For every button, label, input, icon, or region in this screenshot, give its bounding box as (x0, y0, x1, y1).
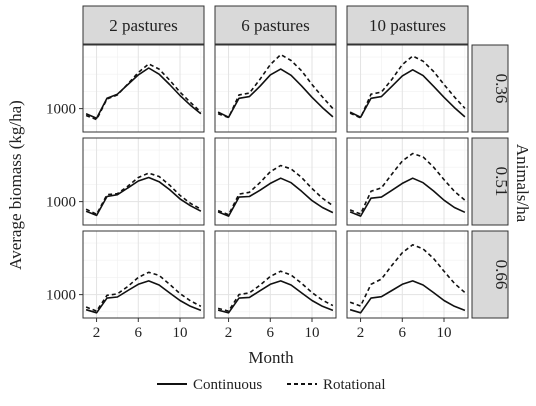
panel-6-pastures-0-51 (214, 137, 337, 226)
column-strip-10-pastures (346, 5, 469, 45)
column-strip-6-pastures (214, 5, 337, 45)
panel-10-pastures-0-36 (346, 44, 469, 133)
series-line-rotational (349, 152, 466, 215)
panel-background (83, 45, 204, 132)
panel-background (347, 231, 468, 318)
panel-6-pastures-0-66 (214, 230, 337, 319)
series-line-rotational (217, 164, 334, 216)
series-line-rotational (85, 63, 202, 121)
series-line-continuous (217, 177, 334, 217)
panels-layer (82, 44, 469, 319)
panel-border (214, 44, 337, 133)
column-strip-label-10-pastures: 10 pastures (369, 16, 446, 35)
row-strip-label-0-66: 0.66 (492, 260, 511, 290)
x-tick-label: 2 (93, 325, 101, 341)
y-tick-label: 1000 (46, 102, 76, 118)
x-axis-title: Month (248, 348, 294, 367)
x-tick-label: 10 (305, 325, 320, 341)
panel-background (347, 45, 468, 132)
series-line-continuous (217, 280, 334, 314)
x-tick-label: 10 (437, 325, 452, 341)
series-line-rotational (217, 270, 334, 312)
panel-10-pastures-0-66 (346, 230, 469, 319)
legend: Continuous Rotational (157, 377, 386, 393)
series-line-continuous (85, 280, 202, 314)
panel-border (346, 137, 469, 226)
y-tick-label: 1000 (46, 195, 76, 211)
series-line-rotational (349, 244, 466, 307)
panel-background (215, 45, 336, 132)
x-tick-label: 2 (357, 325, 365, 341)
series-line-rotational (85, 271, 202, 312)
panel-background (83, 138, 204, 225)
y-tick-label: 1000 (46, 288, 76, 304)
panel-2-pastures-0-66 (82, 230, 205, 319)
y-axis-title: Average biomass (kg/ha) (6, 100, 25, 270)
series-line-continuous (349, 177, 466, 217)
series-line-continuous (349, 280, 466, 314)
panel-border (214, 137, 337, 226)
x-tick-label: 6 (267, 325, 275, 341)
panel-border (82, 137, 205, 226)
panel-border (346, 44, 469, 133)
legend-label-continuous: Continuous (193, 377, 262, 393)
row-strip-label-0-36: 0.36 (492, 74, 511, 104)
row-strip-0-51 (471, 137, 509, 226)
series-line-continuous (349, 69, 466, 118)
x-tick-label: 6 (399, 325, 407, 341)
panel-6-pastures-0-36 (214, 44, 337, 133)
x-tick-label: 2 (225, 325, 233, 341)
panel-border (82, 230, 205, 319)
series-line-rotational (85, 172, 202, 216)
column-strip-label-6-pastures: 6 pastures (241, 16, 309, 35)
row-strip-title: Animals/ha (513, 144, 532, 223)
x-tick-label: 6 (135, 325, 143, 341)
series-line-rotational (349, 55, 466, 119)
panel-2-pastures-0-36 (82, 44, 205, 133)
panel-border (346, 230, 469, 319)
axes-layer: 1000 1000 1000 2 6 10 2 6 10 2 6 10 (46, 102, 452, 341)
row-strip-label-0-51: 0.51 (492, 167, 511, 197)
x-tick-label: 10 (173, 325, 188, 341)
row-strip-0-36 (471, 44, 509, 133)
panel-border (214, 230, 337, 319)
panel-2-pastures-0-51 (82, 137, 205, 226)
strips-layer: 2 pastures 6 pastures 10 pastures 0.36 0.51 0… (82, 5, 511, 319)
column-strip-label-2-pastures: 2 pastures (109, 16, 177, 35)
column-strip-2-pastures (82, 5, 205, 45)
panel-border (82, 44, 205, 133)
series-line-continuous (217, 68, 334, 118)
panel-10-pastures-0-51 (346, 137, 469, 226)
series-line-rotational (217, 53, 334, 119)
row-strip-0-66 (471, 230, 509, 319)
legend-label-rotational: Rotational (323, 377, 386, 393)
